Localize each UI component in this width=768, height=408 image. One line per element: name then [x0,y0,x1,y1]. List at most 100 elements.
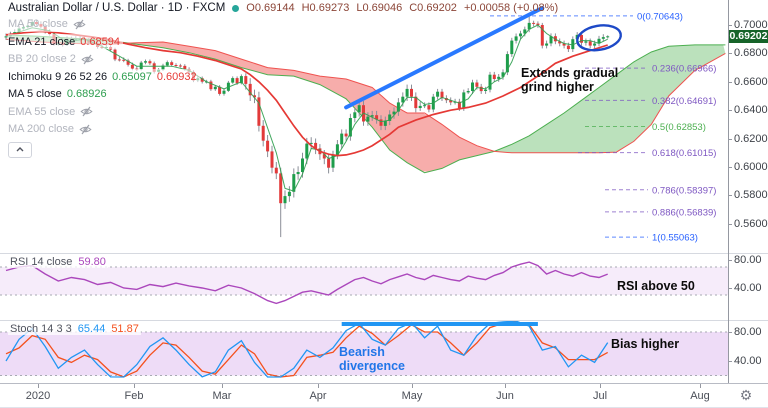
rsi-label: RSI 14 close [10,256,73,268]
price-axis-line [728,0,729,403]
legend: Australian Dollar / U.S. Dollar · 1D · F… [8,2,558,158]
stoch-label: Stoch 14 3 3 [10,323,72,335]
symbol-title-row[interactable]: Australian Dollar / U.S. Dollar · 1D · F… [8,2,558,14]
stoch-d-value: 51.87 [111,323,139,335]
pane-divider-2[interactable] [0,320,768,321]
high-value: H0.69273 [301,2,350,14]
eye-off-icon[interactable] [80,106,93,117]
legend-collapse-button[interactable] [8,141,32,158]
time-tick [412,384,413,388]
price-tick [728,224,732,225]
chevron-up-icon [16,147,24,152]
gear-icon[interactable]: ⚙ [739,387,753,403]
rsi-tick [728,260,732,261]
stoch-tick [728,332,732,333]
change-value: +0.00058 (+0.08%) [463,2,559,14]
indicator-label: Ichimoku 9 26 52 26 [8,70,108,83]
time-axis-label: Apr [309,390,327,402]
price-tick [728,53,732,54]
legend-row-ma-200-close[interactable]: MA 200 close [8,121,96,137]
time-axis-label: Mar [212,390,232,402]
legend-row-ema-21-close[interactable]: EMA 21 close 0.68594 [8,34,124,49]
time-tick [600,384,601,388]
time-axis-label: Jul [592,390,608,402]
stoch-k-value: 65.44 [77,323,106,335]
low-value: L0.69046 [356,2,403,14]
rsi-value: 59.80 [78,256,106,268]
legend-row-ma-5-close[interactable]: MA 5 close 0.68926 [8,86,110,102]
svg-text:0.5(0.62853): 0.5(0.62853) [652,122,706,133]
svg-text:1(0.55063): 1(0.55063) [652,233,698,244]
market-status-icon [232,4,240,12]
pane-divider[interactable] [0,253,768,254]
annotation-extends-gradual: Extends gradual grind higher [521,66,619,95]
annotation-bearish-divergence: Bearish divergence [339,345,406,374]
indicator-label: MA 5 close [8,88,62,100]
price-tick [728,139,732,140]
eye-off-icon[interactable] [79,124,92,135]
rsi-scale-label: 40.00 [734,282,762,294]
annotation-bias-higher: Bias higher [611,337,680,351]
price-tick [728,195,732,196]
last-price-badge: 0.69202 [729,30,768,43]
time-tick [134,384,135,388]
time-tick [318,384,319,388]
time-axis-label: Jun [496,390,514,402]
time-axis-label: May [401,390,423,402]
legend-row-ma-50-close[interactable]: MA 50 close [8,16,89,32]
time-tick [222,384,223,388]
legend-row-bb-20-close-2[interactable]: BB 20 close 2 [8,51,97,67]
svg-text:0.382(0.64691): 0.382(0.64691) [652,96,716,107]
time-tick [505,384,506,388]
indicator-label: EMA 21 close [8,35,76,48]
eye-off-icon[interactable] [81,54,94,65]
indicator-value: 0.60932 [156,70,197,83]
indicator-label: EMA 55 close [8,105,76,118]
close-value: C0.69202 [409,2,457,14]
rsi-legend-row[interactable]: RSI 14 close 59.80 [8,256,108,268]
svg-text:0.886(0.56839): 0.886(0.56839) [652,207,716,218]
price-tick [728,110,732,111]
main-chart-pane[interactable]: 0(0.70643) 0.236(0.66966) 0.382(0.64691) 0.… [0,0,728,253]
legend-row-ichimoku-9-26-52-26[interactable]: Ichimoku 9 26 52 26 0.65097 0.60932 [8,69,200,84]
rsi-tick [728,288,732,289]
indicator-value: 0.68926 [66,88,107,100]
indicator-label: MA 200 close [8,123,75,135]
stoch-pane[interactable] [0,321,728,383]
time-tick [700,384,701,388]
indicator-label: BB 20 close 2 [8,53,76,65]
annotation-rsi-above-50: RSI above 50 [617,279,695,293]
stoch-scale-label: 80.00 [734,326,762,338]
stoch-tick [728,361,732,362]
open-value: O0.69144 [246,2,295,14]
svg-text:0.786(0.58397): 0.786(0.58397) [652,185,716,196]
stoch-legend-row[interactable]: Stoch 14 3 3 65.44 51.87 [8,323,141,335]
time-axis[interactable]: 2020 Feb Mar Apr May Jun Jul Aug [0,383,768,407]
indicator-value: 0.68594 [80,35,121,48]
legend-row-ema-55-close[interactable]: EMA 55 close [8,104,97,119]
price-tick [728,25,732,26]
eye-off-icon[interactable] [73,19,86,30]
indicator-label: MA 50 close [8,18,68,30]
ohlc-values: O0.69144 H0.69273 L0.69046 C0.69202 +0.0… [246,2,558,14]
stoch-scale-label: 40.00 [734,355,762,367]
time-tick [38,384,39,388]
rsi-pane[interactable] [0,254,728,320]
price-tick [728,82,732,83]
svg-text:0.236(0.66966): 0.236(0.66966) [652,64,716,75]
time-axis-label: Feb [124,390,144,402]
rsi-scale-label: 80.00 [734,254,762,266]
svg-text:0.618(0.61015): 0.618(0.61015) [652,148,716,159]
indicator-value: 0.65097 [112,70,152,83]
symbol-title: Australian Dollar / U.S. Dollar · 1D · F… [8,2,226,14]
price-tick [728,167,732,168]
time-axis-label: Aug [690,390,710,402]
